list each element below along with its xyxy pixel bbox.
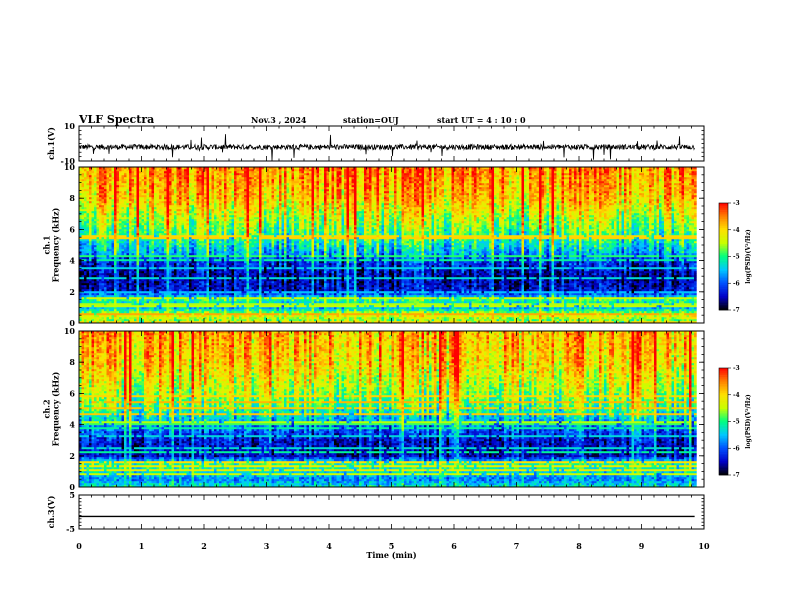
ch1-spectrogram-ytick-label: 10	[64, 162, 76, 172]
x-tick-label: 7	[514, 541, 520, 551]
ch1-spectrogram-ylabel: Frequency (kHz)	[51, 207, 61, 282]
ch2-spectrogram-ytick-label: 2	[69, 451, 75, 461]
ch1-spectrogram-ytick-label: 8	[69, 193, 75, 203]
ch3-waveform-frame	[78, 494, 705, 530]
station-label: station=OUJ	[343, 115, 399, 125]
x-axis-label: Time (min)	[366, 550, 416, 560]
ch2-spectrogram-colorbar-tick-label: -7	[733, 472, 740, 479]
ch1-spectrogram-colorbar-tick-label: -7	[733, 307, 740, 314]
ch1-waveform-ytick-label: 10	[64, 121, 76, 131]
ch2-spectrogram-colorbar-tick-label: -3	[733, 365, 740, 372]
x-tick-label: 9	[639, 541, 645, 551]
ch1-waveform-ylabel: ch.1(V)	[46, 127, 56, 160]
ch2-spectrogram-ytick-label: 10	[64, 326, 76, 336]
ch1-spectrogram-ytick-label: 4	[69, 256, 75, 266]
x-tick-label: 1	[139, 541, 145, 551]
ch2-spectrogram-colorbar-label: log(PSD)(V²/Hz)	[745, 394, 752, 449]
x-tick-label: 2	[201, 541, 207, 551]
ch3-waveform-ytick-label: -5	[66, 524, 75, 534]
ch2-spectrogram-colorbar-tick-label: -6	[733, 445, 740, 452]
x-tick-label: 5	[389, 541, 395, 551]
ch1-spectrogram-colorbar-label: log(PSD)(V²/Hz)	[745, 229, 752, 284]
x-tick-label: 4	[326, 541, 332, 551]
ch2-spectrogram-ytick-label: 6	[69, 388, 75, 398]
ch2-spectrogram-image	[79, 331, 697, 488]
ch2-spectrogram-colorbar-tick-label: -4	[733, 392, 740, 399]
ch1-spectrogram-colorbar-tick-label: -4	[733, 227, 740, 234]
ch1-waveform-trace	[78, 134, 695, 161]
x-tick-label: 8	[576, 541, 582, 551]
x-tick-label: 0	[76, 541, 82, 551]
ch3-waveform-ylabel: ch.3(V)	[46, 495, 56, 528]
ch3-waveform-ytick-label: 5	[69, 490, 75, 500]
ch1-spectrogram-colorbar-tick-label: -5	[733, 254, 740, 261]
ch1-spectrogram-ytick-label: 2	[69, 287, 75, 297]
ch1-spectrogram-colorbar	[719, 203, 728, 311]
ch1-spectrogram-image	[79, 167, 697, 324]
ch2-spectrogram-colorbar-tick-label: -5	[733, 419, 740, 426]
date-label: Nov.3 , 2024	[251, 115, 306, 125]
ch1-spectrogram-ytick-label: 0	[69, 318, 75, 328]
x-tick-label: 10	[698, 541, 710, 551]
x-tick-label: 3	[264, 541, 270, 551]
plot-title: VLF Spectra	[79, 113, 154, 126]
ch1-spectrogram-ytick-label: 6	[69, 224, 75, 234]
ch2-spectrogram-ylabel: Frequency (kHz)	[51, 371, 61, 446]
ch2-spectrogram-ytick-label: 4	[69, 420, 75, 430]
ch2-spectrogram-ytick-label: 0	[69, 482, 75, 492]
ch1-spectrogram-ylabel: ch.1	[42, 235, 52, 254]
ch2-spectrogram-ytick-label: 8	[69, 357, 75, 367]
ch2-spectrogram-ylabel: ch.2	[42, 399, 52, 418]
ch2-spectrogram-colorbar	[719, 368, 728, 476]
start-ut-label: start UT = 4 : 10 : 0	[437, 115, 526, 125]
ch1-waveform-ytick-label: -10	[61, 156, 76, 166]
ch1-spectrogram-colorbar-tick-label: -3	[733, 200, 740, 207]
x-tick-label: 6	[451, 541, 457, 551]
ch1-spectrogram-colorbar-tick-label: -6	[733, 280, 740, 287]
